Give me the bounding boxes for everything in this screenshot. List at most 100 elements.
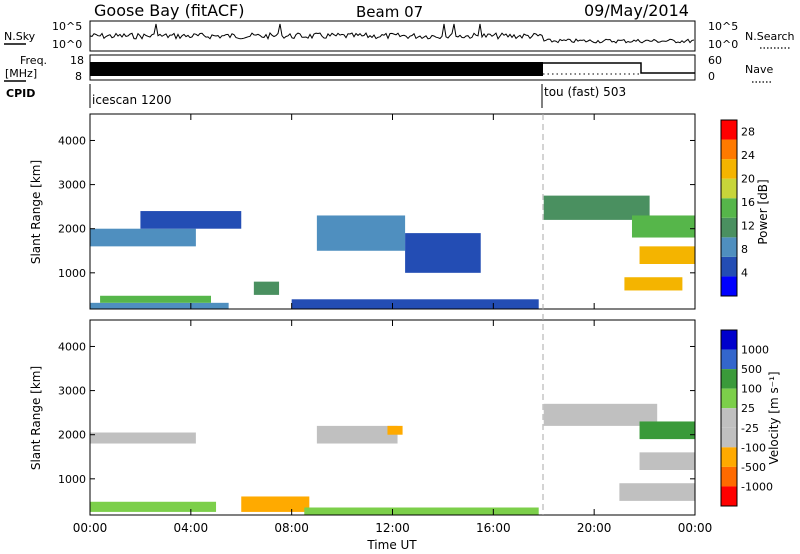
power-colorbar-tick: 24 — [741, 149, 755, 162]
noise-panel-frame — [89, 20, 696, 52]
noise-sky-line — [89, 23, 695, 44]
power-cell — [90, 228, 196, 247]
xtick-label: 20:00 — [577, 521, 612, 535]
power-colorbar-segment — [721, 178, 737, 199]
velocity-cell — [90, 432, 196, 444]
velocity-colorbar-segment — [721, 466, 737, 487]
power-colorbar-segment — [721, 217, 737, 238]
power-cell — [90, 302, 229, 309]
power-yaxis: 1000 2000 3000 4000 — [58, 134, 695, 280]
power-colorbar-segment — [721, 256, 737, 277]
velocity-cell — [387, 425, 403, 435]
noise-bottom-tick-left: 10^0 — [52, 38, 82, 51]
velocity-ylabel: Slant Range [km] — [29, 366, 43, 470]
power-colorbar-segment — [721, 159, 737, 179]
velocity-colorbar-segment — [721, 369, 737, 389]
power-cell — [405, 233, 481, 273]
noise-bottom-tick-right: 10^0 — [708, 38, 738, 51]
velocity-cell — [241, 496, 310, 512]
velocity-colorbar-label: Velocity [m s⁻¹] — [767, 371, 781, 464]
power-colorbar-segment — [721, 237, 737, 257]
nave-label: Nave — [745, 63, 773, 76]
power-cell — [100, 295, 211, 303]
ytick-label: 2000 — [58, 429, 86, 442]
freq-tick-18: 18 — [70, 54, 84, 67]
velocity-colorbar-tick: -1000 — [741, 480, 773, 493]
ytick-label: 2000 — [58, 223, 86, 236]
power-colorbar: 28 24 20 16 12 8 4 — [720, 119, 755, 297]
velocity-cell — [316, 425, 398, 444]
velocity-colorbar-tick: -25 — [741, 422, 759, 435]
velocity-cell — [639, 421, 695, 440]
power-colorbar-label: Power [dB] — [756, 179, 770, 244]
ytick-label: 1000 — [58, 267, 86, 280]
velocity-colorbar-segment — [721, 330, 737, 350]
velocity-colorbar-tick: -500 — [741, 461, 766, 474]
freq-label-2: [MHz] — [5, 67, 37, 80]
date-title: 09/May/2014 — [584, 1, 689, 20]
freq-tick-8: 8 — [75, 70, 82, 83]
power-colorbar-tick: 4 — [741, 267, 748, 280]
velocity-cell — [639, 452, 695, 470]
cpid-label: CPID — [6, 87, 35, 100]
velocity-colorbar-frame — [720, 329, 738, 507]
velocity-colorbar-tick: 25 — [741, 402, 755, 415]
velocity-cell — [90, 501, 217, 512]
freq-tou-line — [543, 62, 695, 74]
time-axis: 00:00 04:00 08:00 12:00 16:00 20:00 00:00 — [73, 114, 713, 535]
xtick-label: 16:00 — [476, 521, 511, 535]
nsearch-label: N.Search — [745, 30, 795, 43]
power-colorbar-tick: 16 — [741, 196, 755, 209]
velocity-data-cells — [90, 403, 695, 515]
freq-label-1: Freq. — [20, 54, 47, 67]
power-colorbar-frame — [720, 119, 738, 297]
noise-sky-trace — [89, 23, 695, 44]
power-cell — [291, 299, 539, 309]
nsky-label: N.Sky — [4, 30, 36, 43]
velocity-cell — [304, 507, 539, 515]
xtick-label: 04:00 — [174, 521, 209, 535]
velocity-colorbar-tick: 100 — [741, 383, 762, 396]
station-title: Goose Bay (fitACF) — [94, 1, 244, 20]
power-cell — [253, 281, 280, 295]
xtick-label: 00:00 — [678, 521, 713, 535]
power-cell — [624, 277, 683, 291]
noise-top-tick-left: 10^5 — [52, 20, 82, 33]
velocity-colorbar-tick: 1000 — [741, 344, 769, 357]
cpid-mode-1: icescan 1200 — [92, 93, 171, 107]
xtick-label: 00:00 — [73, 521, 108, 535]
beam-title: Beam 07 — [356, 3, 423, 21]
ytick-label: 3000 — [58, 179, 86, 192]
power-cell — [316, 215, 406, 251]
power-cell — [140, 211, 242, 229]
power-colorbar-segment — [721, 120, 737, 140]
velocity-colorbar-tick: -100 — [741, 441, 766, 454]
velocity-cell — [543, 403, 658, 426]
power-data-cells — [90, 195, 695, 309]
ytick-label: 4000 — [58, 134, 86, 147]
power-colorbar-tick: 20 — [741, 173, 755, 186]
velocity-cell — [619, 483, 695, 501]
freq-trace — [90, 62, 695, 76]
nave-tick-60: 60 — [708, 54, 722, 67]
power-ylabel: Slant Range [km] — [29, 160, 43, 264]
freq-icescan-band — [90, 62, 543, 76]
power-cell — [631, 215, 695, 238]
nave-tick-0: 0 — [708, 70, 715, 83]
velocity-colorbar: 1000 500 100 25 -25 -100 -500 -1000 — [720, 329, 773, 507]
power-colorbar-segment — [721, 198, 737, 218]
velocity-colorbar-segment — [721, 486, 737, 506]
velocity-colorbar-segment — [721, 408, 737, 428]
velocity-colorbar-tick: 500 — [741, 363, 762, 376]
velocity-colorbar-segment — [721, 427, 737, 448]
power-colorbar-tick: 28 — [741, 126, 755, 139]
ytick-label: 3000 — [58, 385, 86, 398]
power-colorbar-segment — [721, 139, 737, 160]
power-cell — [639, 246, 695, 264]
xtick-label: 12:00 — [375, 521, 410, 535]
cpid-mode-2: tou (fast) 503 — [544, 85, 626, 99]
velocity-colorbar-segment — [721, 447, 737, 467]
ytick-label: 1000 — [58, 473, 86, 486]
ytick-label: 4000 — [58, 340, 86, 353]
